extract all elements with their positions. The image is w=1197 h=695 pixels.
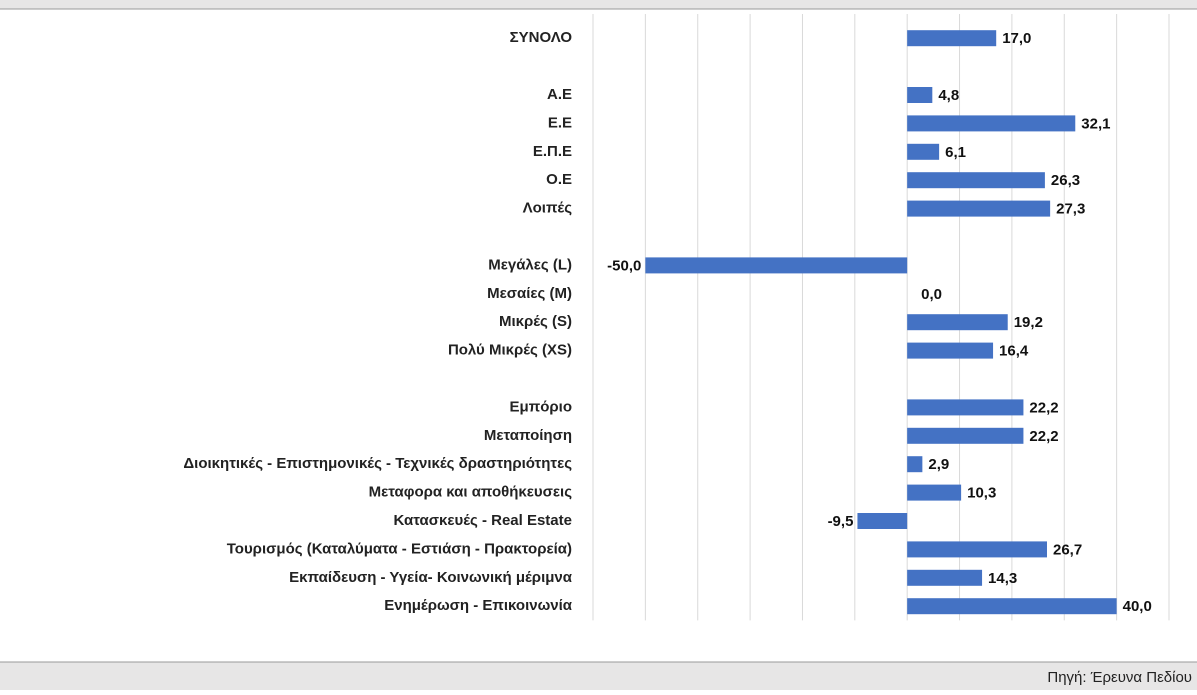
bar [907,87,933,103]
value-label: 14,3 [988,570,1017,587]
category-label: Πολύ Μικρές (XS) [448,342,572,359]
bar [907,172,1045,189]
value-label: 4,8 [938,87,959,104]
category-label: Εκπαίδευση - Υγεία- Κοινωνική μέριμνα [289,569,573,586]
category-label: Μεταποίηση [484,427,572,444]
value-label: -9,5 [828,513,854,530]
category-label: Μεγάλες (L) [488,256,572,273]
value-label: 0,0 [921,286,942,303]
bar [907,30,997,47]
category-label: Μικρές (S) [499,313,572,330]
value-label: 26,7 [1053,541,1082,558]
value-label: 27,3 [1056,201,1085,218]
category-label: Ε.Π.Ε [533,143,572,160]
category-label: Λοιπές [523,200,573,217]
bar [907,456,923,473]
category-label: Μεταφορα και αποθήκευσεις [369,484,573,501]
bar [907,143,940,160]
source-note: Πηγή: Έρευνα Πεδίου [1047,669,1192,686]
category-label: Ο.Ε [546,171,572,188]
header-band [0,0,1197,9]
value-label: 26,3 [1051,172,1080,189]
category-label: Διοικητικές - Επιστημονικές - Τεχνικές δ… [183,455,572,472]
value-label: 6,1 [945,144,966,161]
footer-band [0,662,1197,690]
value-label: 22,2 [1029,428,1058,445]
category-label: Τουρισμός (Καταλύματα - Εστιάση - Πρακτο… [227,540,572,557]
bar [907,427,1024,444]
category-label: Ε.Ε [548,114,572,131]
category-label: Μεσαίες (M) [487,285,572,302]
category-label: Ενημέρωση - Επικοινωνία [384,597,573,614]
bar [857,513,908,529]
bar [907,115,1076,132]
category-label: Α.Ε [547,86,572,103]
value-label: 22,2 [1029,399,1058,416]
value-label: -50,0 [607,257,641,274]
value-label: 19,2 [1014,314,1043,331]
value-label: 10,3 [967,485,996,502]
category-label: ΣΥΝΟΛΟ [510,29,573,46]
category-label: Κατασκευές - Real Estate [394,512,572,529]
bar [907,399,1024,416]
value-label: 40,0 [1123,598,1152,615]
bar [907,569,983,586]
value-label: 32,1 [1081,115,1110,132]
bar [907,598,1117,615]
bar [907,484,962,501]
value-label: 2,9 [928,456,949,473]
value-label: 17,0 [1002,30,1031,47]
category-label: Εμπόριο [510,398,572,415]
bar [907,314,1008,331]
bar [907,200,1051,217]
bar [645,257,908,274]
value-label: 16,4 [999,343,1029,360]
bar [907,342,994,359]
bar [907,541,1047,558]
